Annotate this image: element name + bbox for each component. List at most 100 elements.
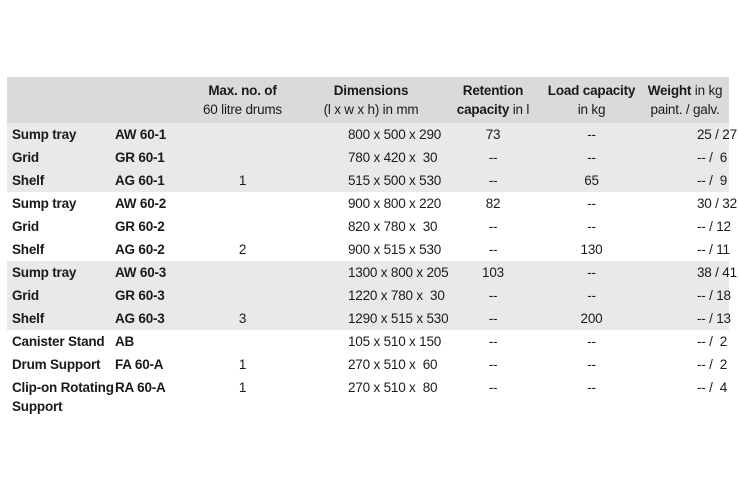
cell-dims: 105 x 510 x 150 bbox=[298, 330, 444, 353]
cell-drums bbox=[187, 330, 298, 353]
cell-code: AB bbox=[111, 330, 187, 353]
cell-retention: -- bbox=[444, 353, 542, 376]
table-row: Grid GR 60-3 1220 x 780 x 30 -- -- -- / 18 bbox=[7, 284, 731, 307]
table-row: Sump tray AW 60-1 800 x 500 x 290 73 -- 25 / … bbox=[7, 123, 737, 146]
cell-load: -- bbox=[542, 215, 641, 238]
cell-weight: -- / 12 bbox=[641, 215, 731, 238]
cell-drums bbox=[187, 215, 298, 238]
cell-dims: 900 x 800 x 220 bbox=[298, 192, 444, 215]
cell-weight: -- / 2 bbox=[641, 353, 729, 376]
cell-retention: -- bbox=[444, 215, 542, 238]
cell-code: GR 60-1 bbox=[111, 146, 187, 169]
cell-name: Sump tray bbox=[7, 192, 111, 215]
header-load: Load capacity in kg bbox=[542, 77, 641, 123]
cell-load: 65 bbox=[542, 169, 641, 192]
cell-load: -- bbox=[542, 330, 641, 353]
cell-name: Grid bbox=[7, 215, 111, 238]
header-dimensions: Dimensions (l x w x h) in mm bbox=[298, 77, 444, 123]
cell-retention: -- bbox=[444, 284, 542, 307]
group-60-3: Sump tray AW 60-3 1300 x 800 x 205 103 -- 38 … bbox=[7, 261, 737, 330]
cell-retention: -- bbox=[444, 330, 542, 353]
cell-load: -- bbox=[542, 146, 641, 169]
cell-name: Grid bbox=[7, 284, 111, 307]
table-row: Drum Support FA 60-A 1 270 x 510 x 60 -- -- --… bbox=[7, 353, 729, 376]
cell-name: Shelf bbox=[7, 169, 111, 192]
header-load-sub: in kg bbox=[577, 102, 606, 117]
table-header: Max. no. of 60 litre drums Dimensions (l… bbox=[7, 77, 729, 123]
cell-code: AW 60-1 bbox=[111, 123, 187, 146]
cell-name: Canister Stand bbox=[7, 330, 111, 353]
cell-drums bbox=[187, 146, 298, 169]
cell-code: AW 60-3 bbox=[111, 261, 187, 284]
cell-retention: -- bbox=[444, 169, 542, 192]
cell-code: AG 60-3 bbox=[111, 307, 187, 330]
cell-weight: -- / 13 bbox=[641, 307, 731, 330]
cell-weight: -- / 9 bbox=[641, 169, 729, 192]
header-dimensions-label: Dimensions bbox=[333, 83, 409, 98]
cell-code: GR 60-2 bbox=[111, 215, 187, 238]
header-weight-label: Weight bbox=[647, 83, 692, 98]
table-row: Shelf AG 60-1 1 515 x 500 x 530 -- 65 -- / 9 bbox=[7, 169, 729, 192]
cell-retention: -- bbox=[444, 307, 542, 330]
cell-code: FA 60-A bbox=[111, 353, 187, 376]
cell-dims: 270 x 510 x 80 bbox=[298, 376, 444, 420]
cell-dims: 1220 x 780 x 30 bbox=[298, 284, 445, 307]
cell-drums: 2 bbox=[187, 238, 298, 261]
cell-weight: 38 / 41 bbox=[641, 261, 737, 284]
cell-code: AG 60-2 bbox=[111, 238, 187, 261]
cell-drums bbox=[187, 284, 298, 307]
table-row: Grid GR 60-1 780 x 420 x 30 -- -- -- / 6 bbox=[7, 146, 729, 169]
cell-weight: 25 / 27 bbox=[641, 123, 737, 146]
header-max-drums: Max. no. of 60 litre drums bbox=[187, 77, 298, 123]
header-code-cell bbox=[111, 77, 187, 123]
header-retention-label: Retention bbox=[462, 83, 524, 98]
header-max-drums-sub: 60 litre drums bbox=[203, 102, 282, 117]
cell-retention: -- bbox=[444, 146, 542, 169]
cell-weight: -- / 18 bbox=[641, 284, 731, 307]
cell-load: -- bbox=[542, 284, 641, 307]
cell-load: -- bbox=[542, 261, 641, 284]
cell-name: Shelf bbox=[7, 307, 111, 330]
cell-dims: 820 x 780 x 30 bbox=[298, 215, 444, 238]
cell-dims: 270 x 510 x 60 bbox=[298, 353, 444, 376]
group-accessories: Canister Stand AB 105 x 510 x 150 -- -- -- / … bbox=[7, 330, 729, 420]
table-row: Shelf AG 60-3 3 1290 x 515 x 530 -- 200 -- / 1… bbox=[7, 307, 731, 330]
cell-name: Grid bbox=[7, 146, 111, 169]
cell-weight: -- / 4 bbox=[641, 376, 729, 420]
cell-dims: 515 x 500 x 530 bbox=[298, 169, 444, 192]
cell-drums bbox=[187, 192, 298, 215]
table-row: Sump tray AW 60-3 1300 x 800 x 205 103 -- 38 … bbox=[7, 261, 737, 284]
cell-drums: 1 bbox=[187, 353, 298, 376]
cell-drums bbox=[187, 123, 298, 146]
table-row: Clip-on Rotating Support RA 60-A 1 270 x 51… bbox=[7, 376, 729, 420]
cell-dims: 900 x 515 x 530 bbox=[298, 238, 444, 261]
cell-load: 200 bbox=[542, 307, 641, 330]
cell-name: Sump tray bbox=[7, 261, 111, 284]
header-retention-sub: in l bbox=[509, 102, 530, 117]
cell-weight: 30 / 32 bbox=[641, 192, 737, 215]
cell-retention: 82 bbox=[444, 192, 542, 215]
cell-name: Shelf bbox=[7, 238, 111, 261]
cell-weight: -- / 11 bbox=[641, 238, 730, 261]
table-row: Sump tray AW 60-2 900 x 800 x 220 82 -- 30 / … bbox=[7, 192, 737, 215]
header-load-label: Load capacity bbox=[547, 83, 636, 98]
header-dimensions-sub: (l x w x h) in mm bbox=[323, 102, 419, 117]
cell-drums: 1 bbox=[187, 376, 298, 420]
cell-retention: -- bbox=[444, 376, 542, 420]
cell-code: AW 60-2 bbox=[111, 192, 187, 215]
group-60-2: Sump tray AW 60-2 900 x 800 x 220 82 -- 30 / … bbox=[7, 192, 737, 261]
product-spec-table: Max. no. of 60 litre drums Dimensions (l… bbox=[7, 77, 737, 420]
header-retention-label2: capacity bbox=[456, 102, 510, 117]
cell-code: AG 60-1 bbox=[111, 169, 187, 192]
header-weight-unit: in kg bbox=[691, 83, 723, 98]
cell-load: 130 bbox=[542, 238, 641, 261]
cell-retention: 103 bbox=[444, 261, 542, 284]
header-max-drums-label: Max. no. of bbox=[208, 83, 277, 98]
cell-load: -- bbox=[542, 353, 641, 376]
cell-name: Sump tray bbox=[7, 123, 111, 146]
cell-load: -- bbox=[542, 123, 641, 146]
cell-name: Clip-on Rotating Support bbox=[7, 376, 114, 420]
header-retention: Retention capacity in l bbox=[444, 77, 542, 123]
cell-weight: -- / 2 bbox=[641, 330, 729, 353]
table-row: Grid GR 60-2 820 x 780 x 30 -- -- -- / 12 bbox=[7, 215, 731, 238]
